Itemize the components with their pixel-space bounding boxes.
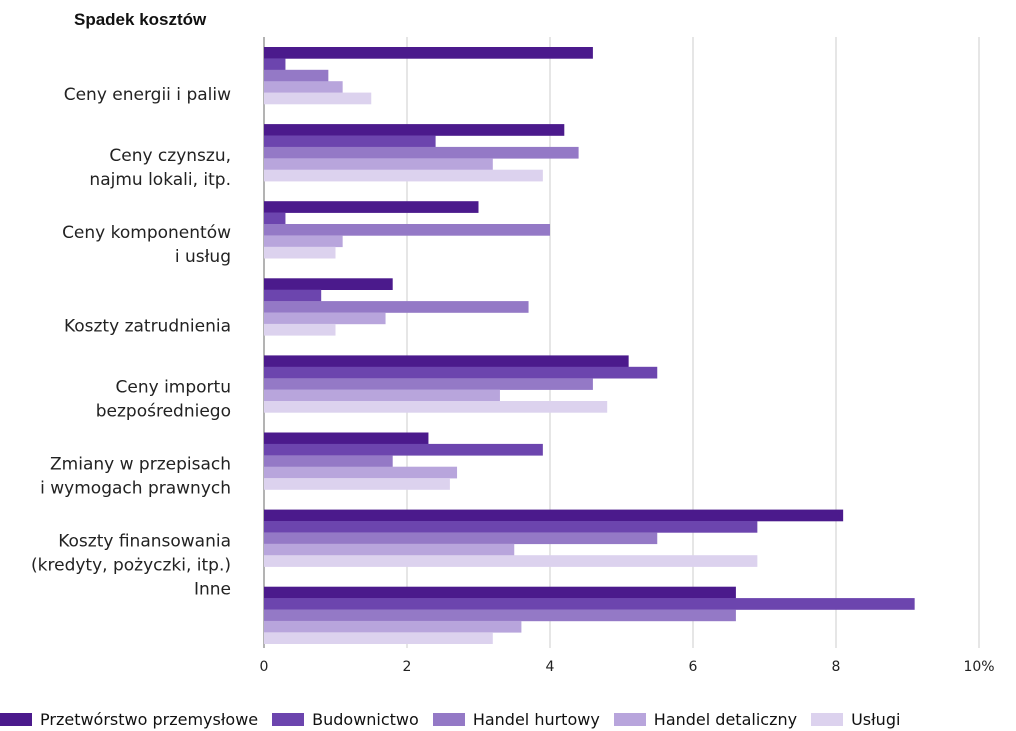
bar: [264, 47, 593, 59]
bar: [264, 201, 479, 213]
legend-label: Handel hurtowy: [472, 709, 600, 729]
category-label: najmu lokali, itp.: [89, 170, 231, 190]
bar: [264, 169, 543, 182]
legend-swatch: [0, 712, 32, 726]
bar: [264, 609, 736, 622]
bar: [264, 246, 336, 259]
bar: [264, 289, 322, 302]
x-tick-label: 10%: [963, 659, 994, 675]
legend: Przetwórstwo przemysłowe Budownictwo Hande…: [0, 708, 914, 730]
chart-title: Spadek kosztów: [74, 10, 207, 29]
x-tick-label: 4: [546, 659, 555, 675]
bar: [264, 92, 372, 105]
bar: [264, 509, 844, 522]
legend-label: Budownictwo: [312, 709, 419, 729]
category-label: Zmiany w przepisach: [50, 455, 231, 475]
bar: [264, 401, 608, 413]
bar: [264, 598, 915, 610]
bar: [264, 478, 450, 490]
bar: [264, 235, 343, 248]
bar: [264, 135, 436, 148]
bar: [264, 586, 736, 599]
bar: [264, 355, 629, 368]
bar: [264, 224, 550, 236]
x-tick-label: 0: [260, 659, 269, 675]
bar: [264, 366, 658, 379]
bar: [264, 466, 458, 479]
bar: [264, 301, 529, 313]
legend-label: Usługi: [851, 709, 901, 729]
bar: [264, 146, 579, 159]
x-tick-label: 8: [832, 659, 841, 675]
bar: [264, 521, 758, 533]
category-label: i usług: [175, 247, 231, 267]
bar: [264, 278, 393, 290]
bar: [264, 81, 343, 93]
bar: [264, 389, 500, 402]
legend-swatch: [432, 712, 465, 726]
bar: [264, 323, 336, 336]
category-label: Ceny komponentów: [62, 223, 231, 243]
legend-label: Handel detaliczny: [653, 709, 798, 729]
category-label: Inne: [194, 580, 231, 600]
category-label: Ceny energii i paliw: [64, 85, 231, 105]
plot-area: 0 2 4 6 8 10% Ceny energii i paliw Ceny czynszu…: [31, 37, 995, 675]
bar: [264, 532, 658, 545]
legend-item: Budownictwo: [272, 710, 419, 729]
bar: [264, 543, 515, 556]
legend-item: Przetwórstwo przemysłowe: [0, 710, 258, 729]
legend-item: Handel detaliczny: [613, 709, 798, 729]
category-label: Koszty finansowania: [58, 532, 231, 552]
legend-item: Usługi: [811, 710, 900, 729]
category-label: Koszty zatrudnienia: [64, 316, 231, 336]
legend-label: Przetwórstwo przemysłowe: [40, 709, 259, 729]
category-label: bezpośredniego: [96, 401, 231, 421]
bar: [264, 632, 493, 644]
bar: [264, 555, 758, 567]
bar: [264, 432, 429, 445]
bar: [264, 158, 493, 170]
legend-swatch: [613, 712, 646, 726]
category-label: i wymogach prawnych: [40, 479, 231, 499]
bar: [264, 455, 393, 467]
x-tick-label: 2: [403, 659, 412, 675]
bar: [264, 58, 286, 71]
bar: [264, 212, 286, 225]
bar: [264, 620, 522, 633]
bar: [264, 378, 593, 390]
bar: [264, 443, 543, 456]
category-label: Ceny czynszu,: [109, 146, 231, 166]
legend-swatch: [272, 712, 305, 726]
legend-swatch: [811, 712, 844, 726]
bar: [264, 124, 565, 136]
category-label: Ceny importu: [116, 377, 231, 397]
bar: [264, 312, 386, 325]
bar: [264, 69, 329, 82]
category-label: (kredyty, pożyczki, itp.): [31, 556, 231, 576]
x-tick-label: 6: [689, 659, 698, 675]
legend-item: Handel hurtowy: [432, 709, 600, 729]
